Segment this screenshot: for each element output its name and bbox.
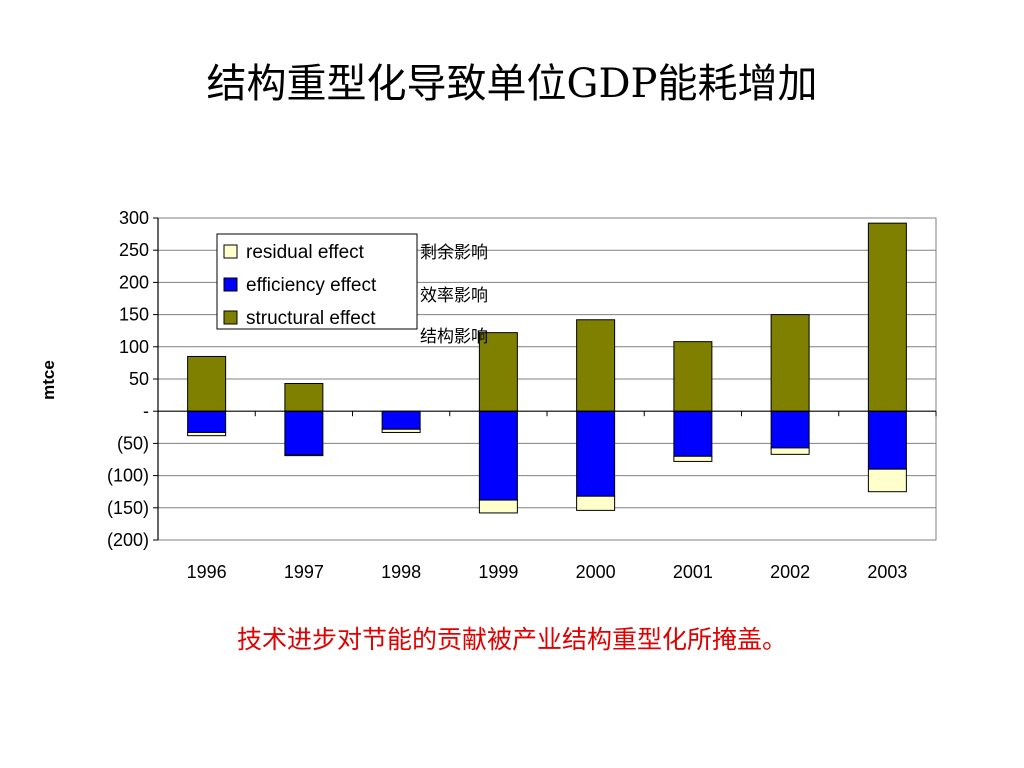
- bar-residual-effect-1998: [381, 428, 421, 433]
- legend-swatch-structural-effect: [223, 310, 238, 325]
- y-tick-label: 250: [119, 240, 149, 260]
- legend-label-efficiency-effect: efficiency effect: [246, 275, 377, 296]
- bar-residual-effect-2003: [867, 468, 907, 493]
- x-tick-label: 2000: [576, 562, 616, 582]
- bar-structural-effect-1999: [478, 332, 518, 412]
- legend-label-structural-effect: structural effect: [246, 308, 376, 329]
- y-tick-label: -: [143, 401, 149, 421]
- y-tick-label: (150): [107, 498, 149, 518]
- annotation-structural: 结构影响: [420, 327, 488, 347]
- legend-swatch-residual-effect: [223, 244, 238, 259]
- legend-label-residual-effect: residual effect: [246, 242, 365, 263]
- x-tick-label: 2003: [867, 562, 907, 582]
- bar-structural-effect-2000: [576, 319, 616, 412]
- slide-title: 结构重型化导致单位GDP能耗增加: [206, 61, 818, 107]
- bar-residual-effect-2000: [576, 495, 616, 511]
- bar-efficiency-effect-1996: [187, 410, 227, 433]
- footer-note: 技术进步对节能的贡献被产业结构重型化所掩盖。: [236, 625, 787, 654]
- bar-efficiency-effect-1997: [284, 410, 324, 456]
- bar-structural-effect-1997: [284, 383, 324, 412]
- bar-residual-effect-2002: [770, 447, 810, 455]
- y-tick-label: 150: [119, 305, 149, 325]
- bar-efficiency-effect-2001: [673, 410, 713, 457]
- y-tick-label: (100): [107, 466, 149, 486]
- bar-efficiency-effect-1999: [478, 410, 518, 501]
- bar-structural-effect-2001: [673, 341, 713, 412]
- x-tick-label: 1997: [284, 562, 324, 582]
- x-tick-label: 1996: [187, 562, 227, 582]
- y-tick-label: 50: [129, 369, 149, 389]
- bar-efficiency-effect-2002: [770, 410, 810, 449]
- legend-swatch-efficiency-effect: [223, 277, 238, 292]
- bar-residual-effect-1997: [284, 454, 324, 457]
- y-tick-label: 200: [119, 272, 149, 292]
- bar-structural-effect-2002: [770, 314, 810, 412]
- x-tick-label: 1999: [478, 562, 518, 582]
- annotation-residual: 剩余影响: [420, 243, 488, 263]
- x-tick-label: 2002: [770, 562, 810, 582]
- y-tick-label: (200): [107, 530, 149, 550]
- bar-efficiency-effect-2003: [867, 410, 907, 470]
- x-tick-label: 2001: [673, 562, 713, 582]
- x-tick-label: 1998: [381, 562, 421, 582]
- legend-box: [216, 233, 418, 330]
- y-tick-label: 100: [119, 337, 149, 357]
- y-tick-label: 300: [119, 208, 149, 228]
- bar-efficiency-effect-2000: [576, 410, 616, 497]
- y-tick-label: (50): [117, 433, 149, 453]
- bar-structural-effect-2003: [867, 222, 907, 412]
- annotation-efficiency: 效率影响: [420, 286, 488, 306]
- bar-residual-effect-1996: [187, 431, 227, 437]
- y-axis-label: mtce: [39, 360, 58, 400]
- bar-efficiency-effect-1998: [381, 410, 421, 430]
- bar-residual-effect-1999: [478, 499, 518, 514]
- bar-structural-effect-1996: [187, 355, 227, 412]
- bar-residual-effect-2001: [673, 455, 713, 462]
